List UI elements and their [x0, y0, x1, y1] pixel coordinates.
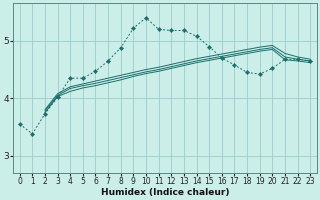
X-axis label: Humidex (Indice chaleur): Humidex (Indice chaleur) — [101, 188, 229, 197]
